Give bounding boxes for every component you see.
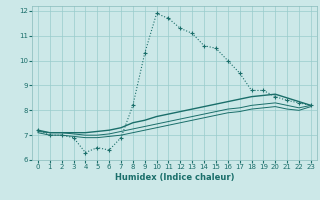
X-axis label: Humidex (Indice chaleur): Humidex (Indice chaleur) — [115, 173, 234, 182]
